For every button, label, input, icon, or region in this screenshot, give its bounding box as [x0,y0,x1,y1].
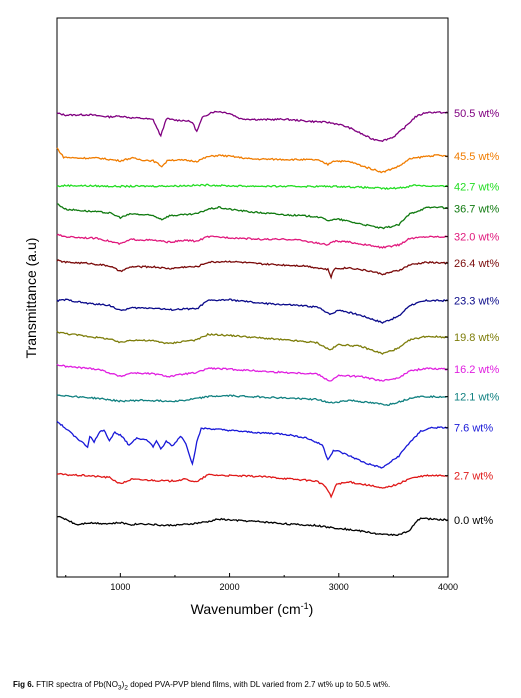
x-tick-label: 3000 [329,582,349,592]
x-tick-label: 1000 [110,582,130,592]
series-line-36-7-wt- [57,203,449,230]
series-line-16-2-wt- [56,363,449,382]
series-label: 16.2 wt% [454,364,499,376]
caption-sub-1: 3 [117,684,122,692]
series-line-42-7-wt- [56,183,449,190]
series-line-19-8-wt- [56,330,449,355]
series-label: 50.5 wt% [454,108,499,120]
y-axis-title: Transmittance (a.u) [23,238,39,359]
series-group [56,110,449,537]
plot-frame [56,17,449,578]
series-line-26-4-wt- [56,259,449,280]
series-label: 26.4 wt% [454,258,499,270]
x-axis-title: Wavenumber (cm-1) [191,601,314,617]
series-label: 42.7 wt% [454,181,499,193]
series-line-23-3-wt- [56,298,449,324]
caption-mid: ) [121,680,125,689]
caption-label: Fig 6. [13,680,34,689]
series-line-50-5-wt- [56,110,449,143]
series-label: 0.0 wt% [454,515,493,527]
series-line-0-0-wt- [56,515,449,537]
series-label: 12.1 wt% [454,392,499,404]
legend-labels: 50.5 wt% 45.5 wt% 42.7 wt% 36.7 wt% 32.0 wt%… [445,108,499,527]
x-tick-label: 2000 [220,582,240,592]
series-label: 32.0 wt% [454,232,499,244]
series-label: 7.6 wt% [454,423,493,435]
series-line-32-0-wt- [56,233,449,249]
caption-text: FTIR spectra of Pb(NO [36,680,118,689]
x-ticks: 1000 2000 3000 4000 [65,573,458,592]
series-line-7-6-wt- [56,420,449,469]
figure-caption: Fig 6. FTIR spectra of Pb(NO3)2 doped PV… [13,680,513,692]
series-line-12-1-wt- [56,394,448,407]
series-line-45-5-wt- [56,147,449,174]
caption-sub-2: 2 [124,684,128,692]
series-line-2-7-wt- [56,472,449,499]
series-label: 23.3 wt% [454,296,499,308]
series-label: 19.8 wt% [454,332,499,344]
x-tick-label: 4000 [438,582,458,592]
series-label: 36.7 wt% [454,203,499,215]
series-label: 45.5 wt% [454,151,499,163]
caption-text-end: doped PVA-PVP blend films, with DL varie… [128,680,391,689]
series-label: 2.7 wt% [454,471,493,483]
